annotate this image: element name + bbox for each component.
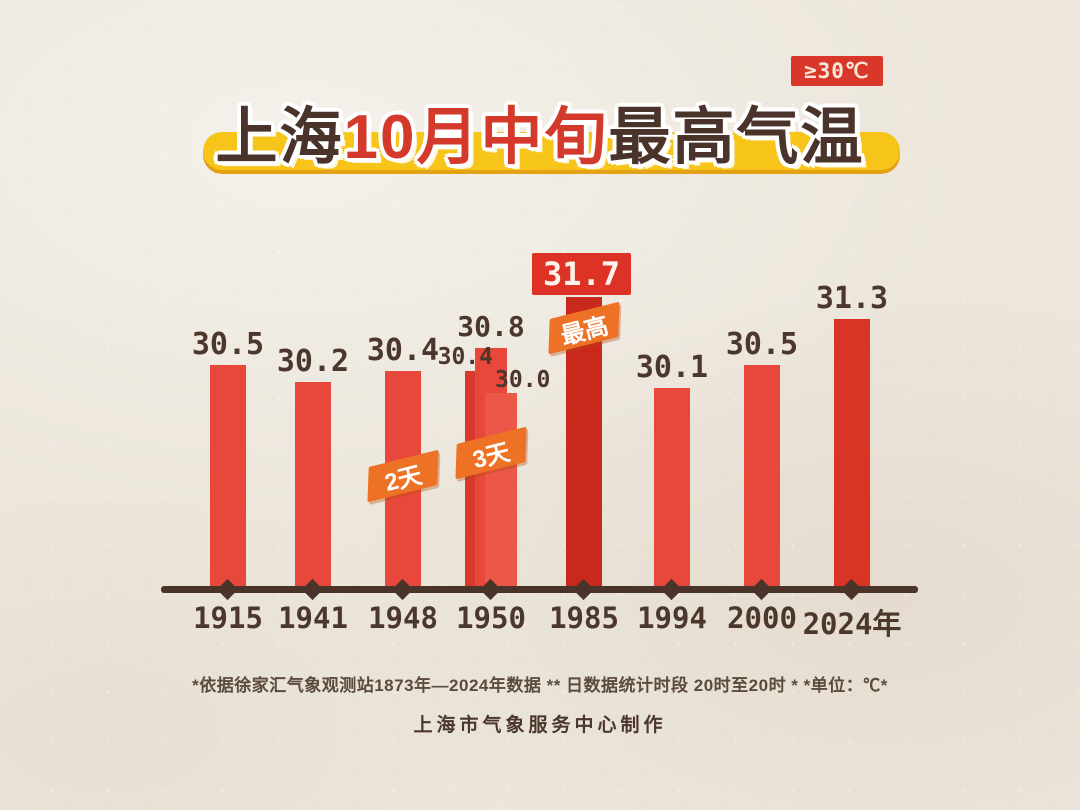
threshold-badge: ≥30℃ xyxy=(791,56,883,86)
value-label: 30.5 xyxy=(725,327,799,362)
value-label: 30.5 xyxy=(191,327,265,362)
title-period: 10月中旬 xyxy=(343,103,609,172)
tag-2天: 2天 xyxy=(367,449,439,503)
value-label: 31.7 xyxy=(532,253,632,295)
value-label: 31.3 xyxy=(815,281,889,316)
x-axis-label: 2024年 xyxy=(802,607,902,641)
page-title: 上海10月中旬最高气温 xyxy=(216,103,865,172)
value-label: 30.4 xyxy=(437,344,493,370)
footnote-text: *依据徐家汇气象观测站1873年—2024年数据 ** 日数据统计时段 20时至… xyxy=(192,676,888,695)
tag-最高: 最高 xyxy=(548,301,620,355)
value-label: 30.8 xyxy=(457,310,525,343)
bar-2024年-31.3 xyxy=(834,319,870,593)
title-subject: 最高气温 xyxy=(608,103,865,172)
title-highlight-bar xyxy=(203,132,900,170)
x-axis-label: 1941 xyxy=(278,601,348,635)
bar-1941-30.2 xyxy=(295,382,331,593)
x-axis-label: 1985 xyxy=(549,601,619,635)
bar-1915-30.5 xyxy=(210,365,246,593)
x-axis-label: 1915 xyxy=(193,601,263,635)
bar-1994-30.1 xyxy=(654,388,690,593)
x-axis-label: 1994 xyxy=(637,601,707,635)
value-label: 30.0 xyxy=(495,367,551,393)
bar-1950-30.0 xyxy=(485,393,517,593)
credit-text: 上海市气象服务中心制作 xyxy=(413,715,667,736)
title-city: 上海 xyxy=(215,103,344,172)
x-axis-label: 1948 xyxy=(368,601,438,635)
bar-2000-30.5 xyxy=(744,365,780,593)
value-label: 30.2 xyxy=(276,344,350,379)
x-axis-line xyxy=(161,586,918,593)
title-block: 上海10月中旬最高气温 xyxy=(0,86,1080,176)
x-axis-label: 2000 xyxy=(727,601,797,635)
tag-label: 最高 xyxy=(558,312,612,350)
value-label: 30.4 xyxy=(366,333,440,368)
x-axis-label: 1950 xyxy=(456,601,526,635)
value-label: 30.1 xyxy=(635,350,709,385)
